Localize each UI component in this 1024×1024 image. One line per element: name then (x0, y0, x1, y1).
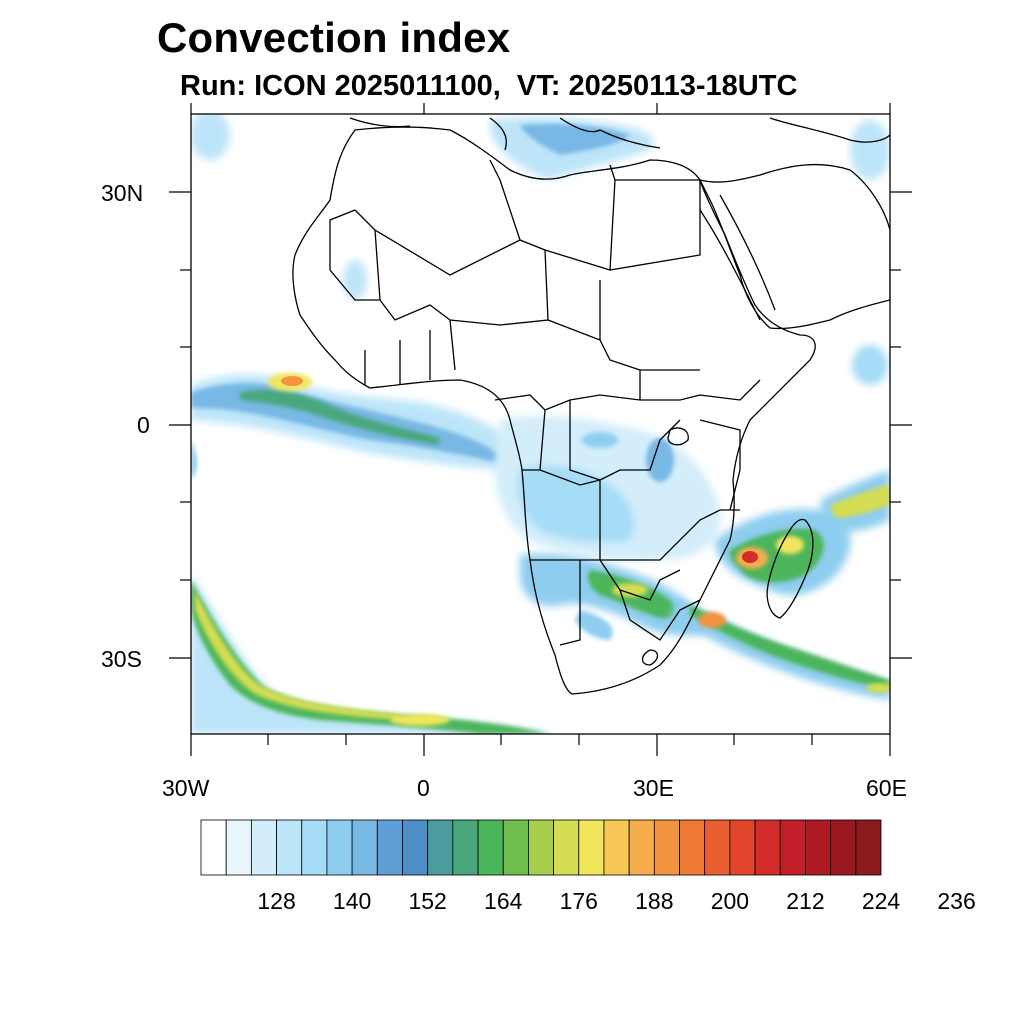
colorbar-label: 152 (408, 888, 447, 914)
convection-field (191, 114, 890, 734)
region-central-africa (495, 415, 721, 561)
colorbar-label: 212 (786, 888, 825, 914)
coastlines-borders (292, 117, 890, 695)
colorbar (200, 819, 882, 876)
colorbar-swatch (250, 819, 277, 876)
colorbar-label: 176 (559, 888, 598, 914)
colorbar-label: 164 (484, 888, 523, 914)
colorbar-swatch (704, 819, 731, 876)
colorbar-swatch (402, 819, 429, 876)
colorbar-label: 140 (332, 888, 372, 914)
colorbar-swatch (301, 819, 328, 876)
chart-subtitle: Run: ICON 2025011100, VT: 20250113-18UTC (180, 70, 798, 102)
region-south-atlantic-front (191, 575, 560, 734)
colorbar-swatch (528, 819, 554, 876)
colorbar-label: 200 (710, 888, 750, 914)
colorbar-swatch (779, 819, 806, 876)
colorbar-label: 224 (861, 888, 901, 914)
country-borders (329, 159, 761, 666)
region-southern-africa (520, 553, 710, 640)
colorbar-swatch (376, 819, 403, 876)
ytick-label-30n: 30N (101, 180, 144, 206)
colorbar-swatch (855, 819, 882, 876)
colorbar-swatch (603, 819, 630, 876)
region-mediterranean (191, 114, 654, 300)
arabia-coastline (698, 163, 890, 330)
region-itcz-atlantic (191, 373, 520, 480)
colorbar-swatch (578, 819, 605, 876)
map-frame (190, 113, 891, 735)
colorbar-swatch (805, 819, 832, 876)
ytick-label-0: 0 (137, 412, 150, 438)
colorbar-swatch (427, 819, 454, 876)
colorbar-swatch (351, 819, 378, 876)
colorbar-swatch (200, 819, 227, 876)
xtick-label-0: 0 (417, 775, 430, 801)
colorbar-label: 128 (257, 888, 296, 914)
xtick-label-30e: 30E (633, 775, 674, 801)
colorbar-label: 236 (937, 888, 976, 914)
africa-coastline (292, 126, 816, 695)
ytick-label-30s: 30S (101, 646, 142, 672)
colorbar-swatch (628, 819, 655, 876)
colorbar-swatch (326, 819, 353, 876)
colorbar-swatch (553, 819, 580, 876)
colorbar-label: 188 (635, 888, 674, 914)
axis-ticks (169, 103, 912, 756)
xtick-label-30w: 30W (162, 775, 210, 801)
colorbar-swatch (276, 819, 303, 876)
colorbar-swatch (477, 819, 504, 876)
colorbar-swatch (830, 819, 857, 876)
xtick-label-60e: 60E (866, 775, 907, 801)
colorbar-swatch (754, 819, 781, 876)
colorbar-swatch (679, 819, 706, 876)
region-sw-indian-ocean (670, 600, 890, 700)
colorbar-swatch (225, 819, 252, 876)
colorbar-swatch (452, 819, 479, 876)
chart-title: Convection index (157, 14, 511, 61)
colorbar-swatch (502, 819, 529, 876)
region-east-indian-ocean (820, 120, 890, 532)
colorbar-swatch (653, 819, 680, 876)
colorbar-swatch (729, 819, 756, 876)
madagascar-coastline (766, 518, 814, 619)
